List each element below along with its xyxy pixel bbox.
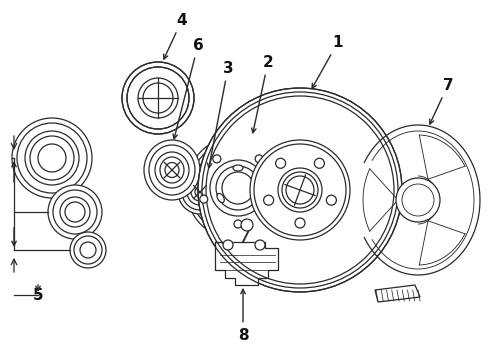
Text: 5: 5 [33,288,43,302]
Text: 3: 3 [207,60,233,168]
Circle shape [213,155,221,163]
Circle shape [38,144,66,172]
Circle shape [315,158,324,168]
Circle shape [187,179,213,205]
Text: 1: 1 [312,35,343,88]
Text: 6: 6 [173,37,203,139]
Circle shape [268,195,276,203]
Text: 7: 7 [430,77,453,124]
Circle shape [396,178,440,222]
Circle shape [122,62,194,134]
Circle shape [70,232,106,268]
Ellipse shape [233,165,243,171]
Circle shape [326,195,336,205]
Circle shape [250,140,350,240]
Polygon shape [215,242,278,285]
Circle shape [25,131,79,185]
Circle shape [255,240,265,250]
Circle shape [275,158,286,168]
Ellipse shape [144,140,200,200]
Circle shape [178,170,222,214]
Circle shape [80,242,96,258]
Circle shape [138,78,178,118]
Text: 8: 8 [238,289,248,342]
Circle shape [210,160,266,216]
Ellipse shape [155,152,189,188]
Ellipse shape [217,193,224,203]
Circle shape [48,185,102,239]
Circle shape [12,118,92,198]
Circle shape [194,144,282,232]
Circle shape [200,195,208,203]
Ellipse shape [165,162,179,177]
Ellipse shape [252,193,259,203]
Circle shape [241,219,253,231]
Circle shape [223,240,233,250]
Circle shape [128,68,188,128]
Circle shape [278,168,322,212]
Circle shape [127,67,189,129]
Circle shape [186,136,290,240]
Circle shape [234,220,242,228]
Circle shape [195,187,205,197]
Text: 4: 4 [164,13,187,59]
Circle shape [198,88,402,292]
Circle shape [190,140,286,236]
Circle shape [264,195,273,205]
Circle shape [255,155,263,163]
Text: 2: 2 [252,54,273,133]
Circle shape [295,218,305,228]
Circle shape [60,197,90,227]
